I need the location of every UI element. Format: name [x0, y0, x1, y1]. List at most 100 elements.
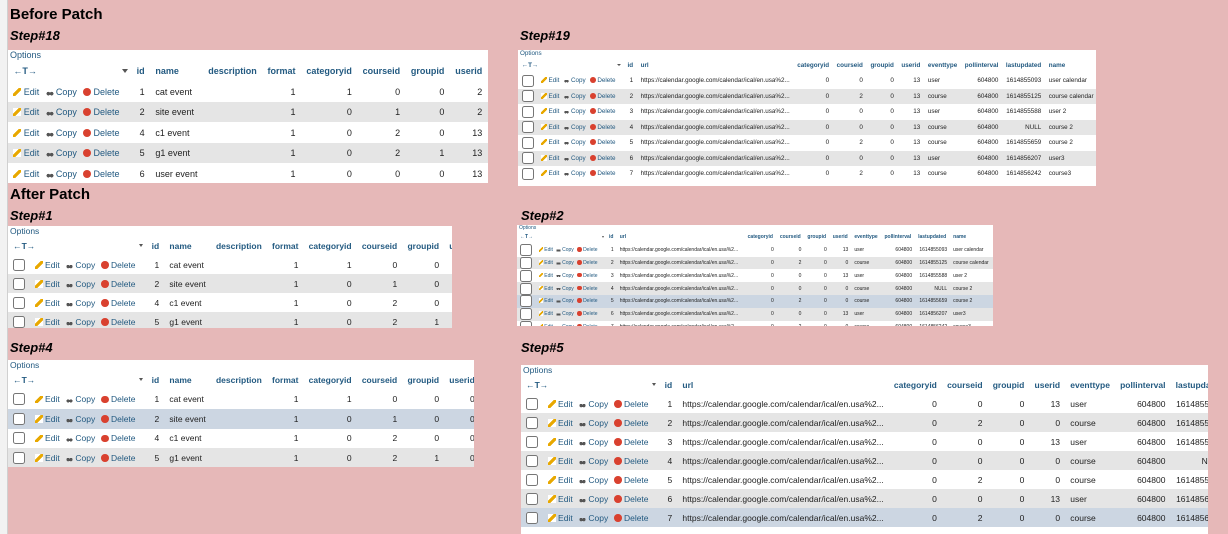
- action-link[interactable]: Edit: [35, 433, 60, 444]
- action-text[interactable]: Copy: [571, 154, 586, 162]
- dropdown-caret[interactable]: [652, 383, 657, 386]
- action-link[interactable]: Delete: [101, 414, 136, 424]
- column-header[interactable]: id: [146, 236, 165, 256]
- action-text[interactable]: Edit: [558, 493, 573, 504]
- action-link[interactable]: Copy: [45, 128, 77, 138]
- action-text[interactable]: Edit: [45, 452, 60, 463]
- row-checkbox[interactable]: [520, 244, 532, 257]
- action-link[interactable]: Copy: [556, 298, 574, 304]
- action-text[interactable]: Copy: [55, 168, 77, 179]
- action-link[interactable]: Edit: [538, 273, 553, 279]
- row-checkbox[interactable]: [520, 282, 532, 295]
- action-link[interactable]: Edit: [538, 247, 553, 254]
- action-text[interactable]: Delete: [623, 398, 649, 409]
- row-checkbox[interactable]: [13, 412, 26, 425]
- column-header[interactable]: description: [210, 370, 267, 390]
- action-link[interactable]: Delete: [614, 513, 649, 523]
- action-text[interactable]: Edit: [548, 123, 560, 131]
- action-text[interactable]: Delete: [623, 493, 649, 504]
- action-text[interactable]: Copy: [571, 123, 586, 131]
- action-text[interactable]: Delete: [110, 452, 136, 463]
- action-link[interactable]: Delete: [83, 128, 120, 138]
- action-link[interactable]: Delete: [577, 298, 598, 304]
- action-text[interactable]: Delete: [93, 107, 120, 118]
- action-link[interactable]: Delete: [577, 286, 598, 292]
- action-text[interactable]: Copy: [562, 247, 574, 254]
- action-text[interactable]: Delete: [623, 474, 649, 485]
- action-text[interactable]: Delete: [623, 417, 649, 428]
- action-link[interactable]: Delete: [101, 260, 136, 270]
- action-link[interactable]: Edit: [541, 77, 559, 84]
- row-checkbox[interactable]: [13, 296, 26, 309]
- action-link[interactable]: Delete: [101, 452, 136, 463]
- column-header[interactable]: userid: [1029, 375, 1066, 395]
- action-text[interactable]: Edit: [548, 139, 560, 147]
- action-text[interactable]: Delete: [597, 92, 616, 100]
- action-link[interactable]: Edit: [541, 139, 559, 146]
- action-text[interactable]: Copy: [562, 272, 574, 279]
- row-checkbox[interactable]: [526, 397, 539, 410]
- row-checkbox[interactable]: [13, 393, 26, 406]
- action-text[interactable]: Edit: [45, 394, 60, 405]
- action-text[interactable]: Edit: [558, 417, 573, 428]
- action-text[interactable]: Delete: [93, 86, 120, 97]
- row-checkbox[interactable]: [13, 315, 26, 328]
- action-text[interactable]: Delete: [623, 436, 649, 447]
- action-text[interactable]: Delete: [583, 247, 598, 254]
- action-link[interactable]: Delete: [577, 273, 598, 279]
- action-text[interactable]: Copy: [588, 493, 609, 504]
- row-checkbox[interactable]: [13, 258, 26, 271]
- action-text[interactable]: Edit: [23, 127, 40, 138]
- action-text[interactable]: Edit: [45, 433, 60, 444]
- action-link[interactable]: Edit: [548, 455, 573, 466]
- column-header[interactable]: id: [146, 370, 165, 390]
- column-header[interactable]: groupid: [405, 60, 450, 82]
- action-text[interactable]: Copy: [562, 311, 574, 318]
- action-link[interactable]: Edit: [13, 87, 39, 97]
- action-text[interactable]: Delete: [597, 108, 616, 116]
- column-header[interactable]: groupid: [866, 57, 898, 74]
- column-header[interactable]: format: [266, 236, 304, 256]
- row-checkbox[interactable]: [520, 308, 532, 321]
- sort-arrows[interactable]: ←T→: [13, 240, 36, 251]
- column-header[interactable]: pollinterval: [1115, 375, 1171, 395]
- action-link[interactable]: Copy: [563, 108, 586, 115]
- column-header[interactable]: courseid: [357, 60, 406, 82]
- column-header[interactable]: courseid: [356, 370, 403, 390]
- action-link[interactable]: Edit: [538, 324, 553, 326]
- action-link[interactable]: Delete: [614, 493, 649, 504]
- action-text[interactable]: Copy: [588, 455, 609, 466]
- action-link[interactable]: Edit: [35, 260, 60, 270]
- action-text[interactable]: Edit: [544, 247, 553, 254]
- action-link[interactable]: Edit: [548, 399, 573, 409]
- action-link[interactable]: Delete: [577, 311, 598, 318]
- column-header[interactable]: groupid: [402, 236, 445, 256]
- row-checkbox[interactable]: [526, 492, 539, 505]
- action-text[interactable]: Delete: [597, 154, 616, 162]
- options-link[interactable]: Options: [519, 225, 537, 231]
- action-text[interactable]: Copy: [75, 413, 96, 424]
- row-checkbox[interactable]: [521, 121, 534, 134]
- action-text[interactable]: Delete: [583, 311, 598, 318]
- action-text[interactable]: Edit: [45, 413, 60, 424]
- action-text[interactable]: Edit: [544, 298, 553, 305]
- column-header[interactable]: url: [616, 231, 745, 244]
- column-header[interactable]: userid: [897, 57, 925, 74]
- action-link[interactable]: Edit: [35, 317, 60, 327]
- row-checkbox[interactable]: [521, 105, 534, 118]
- options-link[interactable]: Options: [10, 50, 42, 60]
- action-link[interactable]: Delete: [614, 417, 649, 428]
- action-link[interactable]: Edit: [541, 124, 559, 131]
- action-text[interactable]: Edit: [558, 455, 573, 466]
- action-text[interactable]: Edit: [23, 168, 40, 179]
- column-header[interactable]: categoryid: [793, 57, 833, 74]
- dropdown-caret[interactable]: [139, 244, 144, 247]
- action-text[interactable]: Copy: [562, 324, 574, 326]
- column-header[interactable]: id: [605, 231, 617, 244]
- action-text[interactable]: Edit: [548, 108, 560, 116]
- action-link[interactable]: Copy: [45, 87, 77, 97]
- action-text[interactable]: Delete: [583, 324, 597, 326]
- column-header[interactable]: categoryid: [744, 231, 777, 244]
- action-link[interactable]: Delete: [83, 107, 120, 118]
- options-link[interactable]: Options: [520, 50, 542, 57]
